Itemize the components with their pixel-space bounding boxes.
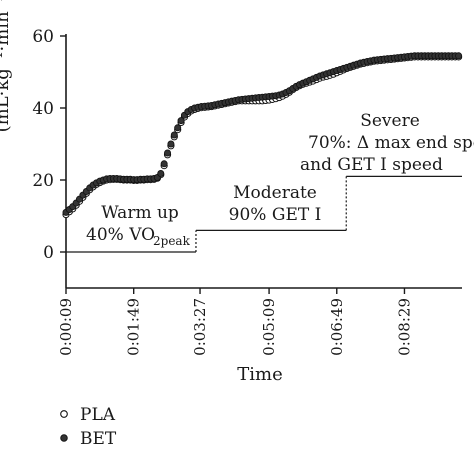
x-tick-label: 0:08:29 — [395, 298, 413, 356]
legend-marker-filled-circle-icon — [60, 434, 68, 442]
data-point-bet — [160, 160, 168, 168]
y-axis: 0 20 40 60 — [32, 27, 67, 288]
x-tick-label: 0:01:49 — [125, 298, 143, 356]
legend-label: PLA — [80, 405, 116, 425]
x-axis-label: Time — [237, 364, 282, 385]
data-point-bet — [455, 52, 463, 60]
annotation-warmup-line1: Warm up — [101, 203, 179, 223]
x-tick-label: 0:03:27 — [191, 298, 209, 356]
data-point-bet — [170, 131, 178, 139]
annotation-warmup-sub: 2peak — [153, 234, 191, 248]
legend-label: BET — [80, 429, 117, 449]
legend-item-bet: BET — [60, 429, 117, 449]
y-tick-label: 0 — [43, 243, 54, 263]
annotation-severe-line1: Severe — [360, 111, 420, 131]
y-axis-label: (mL·kg⁻¹·min⁻¹) — [0, 0, 13, 132]
annotation-severe-line3: and GET I speed — [300, 155, 443, 175]
x-tick-label: 0:05:09 — [260, 298, 278, 356]
annotation-severe-line2: 70%: Δ max end speed — [308, 133, 474, 153]
annotation-moderate-line2: 90% GET I — [229, 205, 322, 225]
legend-marker-open-circle-icon — [60, 410, 68, 418]
data-point-bet — [164, 149, 172, 157]
data-point-bet — [174, 124, 182, 132]
series-bet — [62, 52, 463, 216]
data-point-bet — [177, 117, 185, 125]
annotation-moderate-line1: Moderate — [233, 183, 317, 203]
annotation-warmup-line2: 40% VO — [86, 225, 155, 245]
legend: PLA BET — [60, 405, 117, 449]
stage-lines — [66, 175, 462, 253]
legend-item-pla: PLA — [60, 405, 116, 425]
x-axis: 0:00:09 0:01:49 0:03:27 0:05:09 0:06:49 0:08:… — [57, 287, 462, 356]
y-tick-label: 60 — [32, 27, 54, 47]
data-point-bet — [167, 140, 175, 148]
y-tick-label: 40 — [32, 99, 54, 119]
data-point-bet — [157, 170, 165, 178]
series-layer — [62, 52, 463, 219]
y-tick-label: 20 — [32, 171, 54, 191]
x-tick-label: 0:00:09 — [57, 298, 75, 356]
x-tick-label: 0:06:49 — [328, 298, 346, 356]
